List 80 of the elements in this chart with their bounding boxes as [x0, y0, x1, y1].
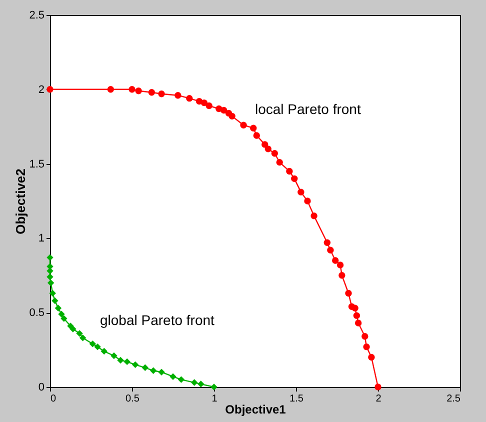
- point: [47, 279, 54, 286]
- point: [58, 310, 65, 318]
- x-axis-title: Objective1: [225, 402, 286, 416]
- x-tick-label: 0.5: [126, 394, 140, 404]
- point: [250, 124, 257, 132]
- point: [132, 361, 139, 368]
- point: [94, 343, 101, 350]
- point: [271, 150, 278, 157]
- y-tick-label: 2.5: [29, 10, 44, 22]
- point: [298, 188, 304, 196]
- point: [100, 348, 108, 355]
- point: [128, 86, 136, 93]
- point: [198, 380, 204, 388]
- point: [228, 112, 236, 120]
- point: [210, 384, 218, 390]
- point: [49, 290, 56, 297]
- point: [353, 312, 360, 319]
- point: [186, 94, 193, 102]
- point: [158, 90, 165, 98]
- x-tick-label: 2.5: [446, 394, 461, 404]
- point: [352, 304, 358, 312]
- point: [158, 368, 165, 376]
- x-tick-label: 2: [376, 394, 382, 404]
- point: [46, 254, 54, 261]
- point: [327, 246, 334, 254]
- point: [264, 146, 272, 152]
- point: [79, 334, 86, 342]
- point: [60, 315, 68, 322]
- point: [190, 379, 198, 386]
- point: [324, 239, 331, 246]
- point: [374, 384, 382, 390]
- y-tick-label: 1.5: [29, 158, 44, 170]
- point: [174, 92, 182, 99]
- point: [354, 320, 362, 326]
- point: [70, 326, 76, 332]
- x-tick-label: 1: [212, 394, 218, 404]
- point: [345, 290, 352, 297]
- point: [54, 304, 62, 312]
- point: [110, 352, 118, 360]
- point: [304, 198, 311, 204]
- point: [206, 102, 212, 110]
- point: [336, 262, 344, 268]
- point: [52, 297, 58, 304]
- point: [291, 175, 298, 182]
- point: [363, 343, 370, 350]
- point: [142, 364, 148, 372]
- point: [178, 376, 185, 383]
- point: [46, 86, 54, 93]
- point: [76, 330, 83, 337]
- point: [107, 86, 114, 93]
- point: [117, 356, 124, 364]
- point: [310, 212, 318, 220]
- point: [261, 141, 268, 148]
- point: [332, 257, 339, 264]
- y-tick-label: 1: [38, 232, 44, 245]
- point: [362, 333, 368, 340]
- point: [338, 272, 346, 279]
- point: [150, 367, 157, 374]
- annotation: local Pareto front: [255, 101, 361, 117]
- x-tick-label: 1.5: [290, 394, 304, 404]
- annotation: global Pareto front: [100, 312, 215, 328]
- point: [170, 373, 176, 380]
- point: [135, 88, 142, 94]
- point: [148, 89, 156, 96]
- point: [220, 106, 228, 114]
- point: [200, 99, 208, 106]
- point: [276, 158, 283, 166]
- point: [240, 122, 247, 128]
- point: [286, 168, 293, 175]
- y-axis-title: Objective2: [13, 168, 28, 234]
- point: [124, 358, 130, 366]
- point: [46, 274, 54, 280]
- point: [368, 354, 375, 361]
- point: [89, 340, 96, 348]
- point: [46, 268, 54, 274]
- point: [253, 132, 260, 139]
- x-tick-label: 0: [50, 394, 56, 404]
- y-tick-label: 2: [38, 84, 44, 96]
- y-tick-label: 0.5: [29, 307, 44, 320]
- y-tick-label: 0: [38, 382, 44, 394]
